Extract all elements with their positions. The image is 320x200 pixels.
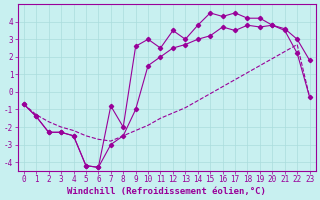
X-axis label: Windchill (Refroidissement éolien,°C): Windchill (Refroidissement éolien,°C) xyxy=(67,187,266,196)
